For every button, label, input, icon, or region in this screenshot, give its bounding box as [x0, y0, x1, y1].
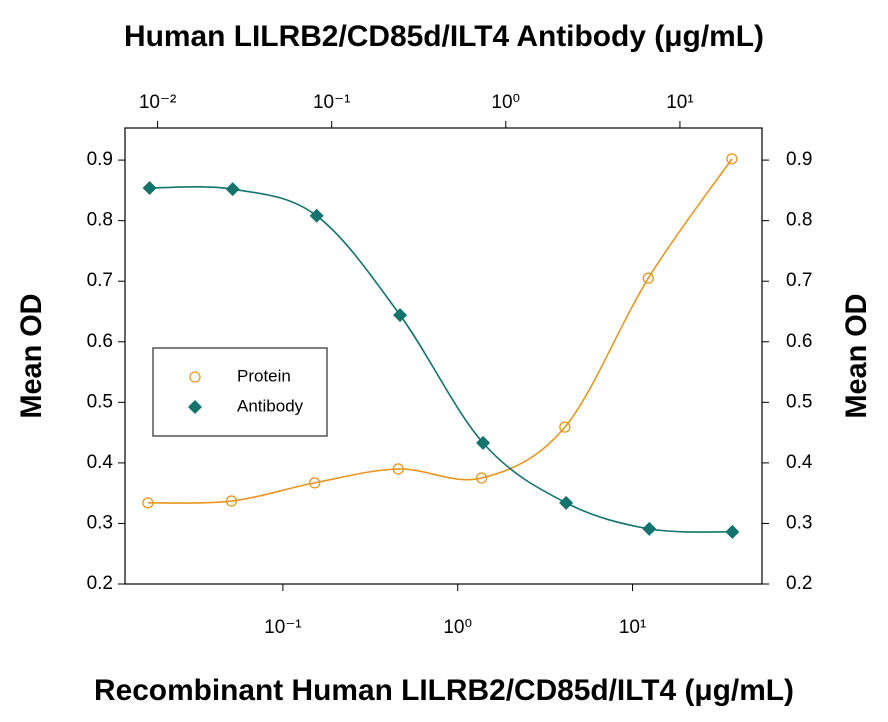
- y-axis-title: Mean OD: [15, 294, 48, 419]
- y-tick-label: 0.5: [87, 391, 113, 412]
- plot-frame: [124, 127, 763, 585]
- data-point: [309, 477, 321, 489]
- data-point: [225, 495, 238, 507]
- y-tick-label: 0.3: [87, 512, 113, 533]
- y2-tick-label: 0.2: [786, 573, 812, 594]
- y2-tick-label: 0.3: [786, 512, 812, 533]
- series-curve: [149, 185, 733, 533]
- y2-tick-label: 0.6: [786, 331, 812, 352]
- data-point: [142, 497, 154, 509]
- data-point: [309, 208, 324, 223]
- x-tick-label: 10⁻¹: [264, 617, 302, 638]
- data-point: [725, 524, 740, 539]
- y2-axis-title: Mean OD: [840, 294, 873, 419]
- data-point: [476, 435, 491, 450]
- data-point: [642, 272, 654, 284]
- y-tick-label: 0.7: [87, 270, 113, 291]
- x2-tick-label: 10⁰: [491, 92, 520, 113]
- legend-marker: [188, 400, 202, 414]
- data-point: [726, 153, 738, 165]
- data-point: [225, 182, 240, 197]
- y-tick-label: 0.9: [87, 149, 113, 170]
- y-tick-label: 0.2: [87, 573, 113, 594]
- x2-tick-label: 10⁻²: [139, 92, 177, 113]
- y-tick-label: 0.6: [87, 331, 113, 352]
- y2-tick-label: 0.5: [786, 391, 812, 412]
- y-tick-label: 0.4: [87, 452, 114, 473]
- legend: [152, 347, 328, 437]
- x-axis-title: Recombinant Human LILRB2/CD85d/ILT4 (μg/…: [94, 674, 794, 707]
- data-point: [642, 521, 657, 536]
- chart-title: Human LILRB2/CD85d/ILT4 Antibody (μg/mL): [124, 20, 764, 53]
- x-tick-label: 10⁰: [443, 617, 472, 638]
- legend-label: Antibody: [237, 396, 304, 415]
- y2-tick-label: 0.7: [786, 270, 812, 291]
- x-tick-label: 10¹: [619, 617, 646, 638]
- data-point: [559, 495, 574, 510]
- y2-tick-label: 0.4: [786, 452, 813, 473]
- y-tick-label: 0.8: [87, 210, 113, 231]
- y2-tick-label: 0.8: [786, 210, 812, 231]
- series-curve: [147, 158, 733, 504]
- x2-tick-label: 10⁻¹: [313, 92, 351, 113]
- data-point: [559, 421, 571, 433]
- data-point: [393, 308, 408, 323]
- legend-label: Protein: [237, 366, 291, 385]
- legend-marker: [189, 371, 201, 383]
- x2-tick-label: 10¹: [666, 92, 693, 113]
- data-point: [392, 463, 404, 475]
- y2-tick-label: 0.9: [786, 149, 812, 170]
- data-point: [475, 472, 488, 484]
- data-point: [142, 180, 157, 195]
